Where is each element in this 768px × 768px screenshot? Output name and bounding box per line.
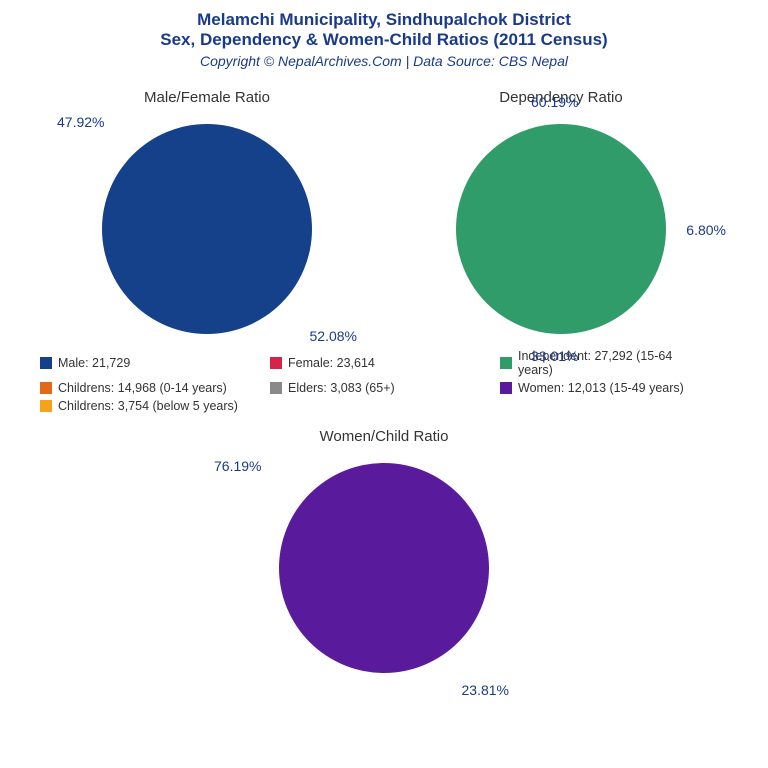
title-line-1: Melamchi Municipality, Sindhupalchok Dis…	[0, 10, 768, 30]
legend: Male: 21,729Female: 23,614Independent: 2…	[0, 344, 768, 413]
pie-3	[279, 463, 489, 673]
legend-item: Male: 21,729	[40, 349, 250, 377]
chart-header: Melamchi Municipality, Sindhupalchok Dis…	[0, 0, 768, 69]
chart-title: Women/Child Ratio	[320, 428, 449, 445]
chart-dependency: Dependency Ratio 60.19%6.80%33.01%	[391, 89, 731, 344]
pie-2	[456, 124, 666, 334]
legend-item: Women: 12,013 (15-49 years)	[500, 381, 710, 395]
pie-slice-label: 6.80%	[686, 222, 726, 238]
pie-wrap-2: 60.19%6.80%33.01%	[421, 114, 701, 344]
legend-text: Childrens: 3,754 (below 5 years)	[58, 399, 238, 413]
legend-item: Elders: 3,083 (65+)	[270, 381, 480, 395]
legend-swatch	[270, 357, 282, 369]
subtitle: Copyright © NepalArchives.Com | Data Sou…	[0, 53, 768, 69]
chart-male-female: Male/Female Ratio 47.92%52.08%	[37, 89, 377, 344]
pie-slice-label: 33.01%	[531, 348, 578, 364]
chart-women-child: Women/Child Ratio 76.19%23.81%	[214, 428, 554, 683]
legend-text: Elders: 3,083 (65+)	[288, 381, 395, 395]
pie-slice-label: 52.08%	[310, 328, 357, 344]
legend-swatch	[500, 357, 512, 369]
legend-text: Male: 21,729	[58, 356, 130, 370]
top-charts-row: Male/Female Ratio 47.92%52.08% Dependenc…	[0, 89, 768, 344]
bottom-chart-row: Women/Child Ratio 76.19%23.81%	[0, 428, 768, 683]
chart-title: Male/Female Ratio	[144, 89, 270, 106]
legend-text: Female: 23,614	[288, 356, 375, 370]
pie-slice-label: 47.92%	[57, 114, 104, 130]
legend-swatch	[270, 382, 282, 394]
pie-slice-label: 76.19%	[214, 458, 261, 474]
title-line-2: Sex, Dependency & Women-Child Ratios (20…	[0, 30, 768, 50]
legend-swatch	[40, 400, 52, 412]
legend-swatch	[40, 382, 52, 394]
legend-item: Childrens: 3,754 (below 5 years)	[40, 399, 250, 413]
legend-text: Women: 12,013 (15-49 years)	[518, 381, 684, 395]
pie-slice-label: 23.81%	[462, 682, 509, 698]
legend-item: Childrens: 14,968 (0-14 years)	[40, 381, 250, 395]
legend-swatch	[500, 382, 512, 394]
pie-slice-label: 60.19%	[531, 94, 578, 110]
legend-item: Female: 23,614	[270, 349, 480, 377]
pie-wrap-3: 76.19%23.81%	[244, 453, 524, 683]
pie-wrap-1: 47.92%52.08%	[67, 114, 347, 344]
legend-swatch	[40, 357, 52, 369]
legend-text: Childrens: 14,968 (0-14 years)	[58, 381, 227, 395]
pie-1	[102, 124, 312, 334]
